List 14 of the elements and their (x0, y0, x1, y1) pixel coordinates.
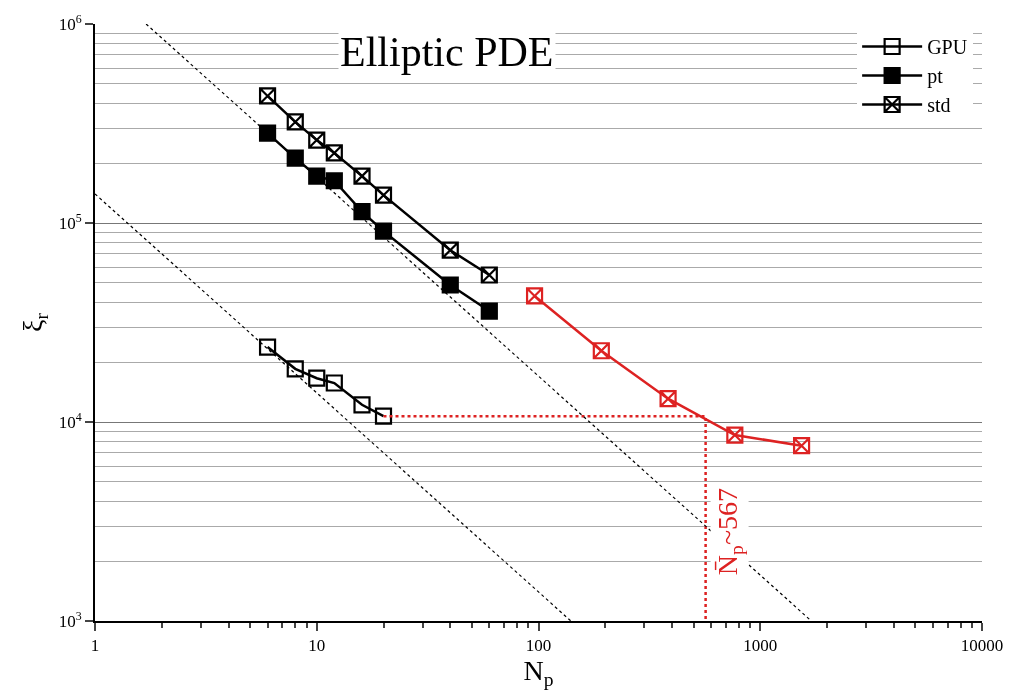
y-tick-label: 10$^{5}$ (58, 210, 82, 233)
x-axis-title: N$_{p}$ (523, 655, 554, 691)
x-tick-label: 10000 (960, 636, 1004, 656)
y-tick-label: 10$^{3}$ (58, 608, 82, 631)
y-tick-label: 10$^{4}$ (58, 409, 82, 432)
x-tick-label: 1000 (743, 636, 778, 656)
x-tick-label: 1 (90, 636, 100, 656)
legend-label: std (927, 94, 951, 117)
x-tick-label: 10 (308, 636, 326, 656)
y-tick-label: 10$^{6}$ (58, 11, 82, 34)
chart-title: Elliptic PDE (340, 29, 554, 75)
x-tick-label: 100 (525, 636, 552, 656)
legend-label: GPU (927, 36, 968, 59)
legend-label: pt (927, 65, 944, 89)
